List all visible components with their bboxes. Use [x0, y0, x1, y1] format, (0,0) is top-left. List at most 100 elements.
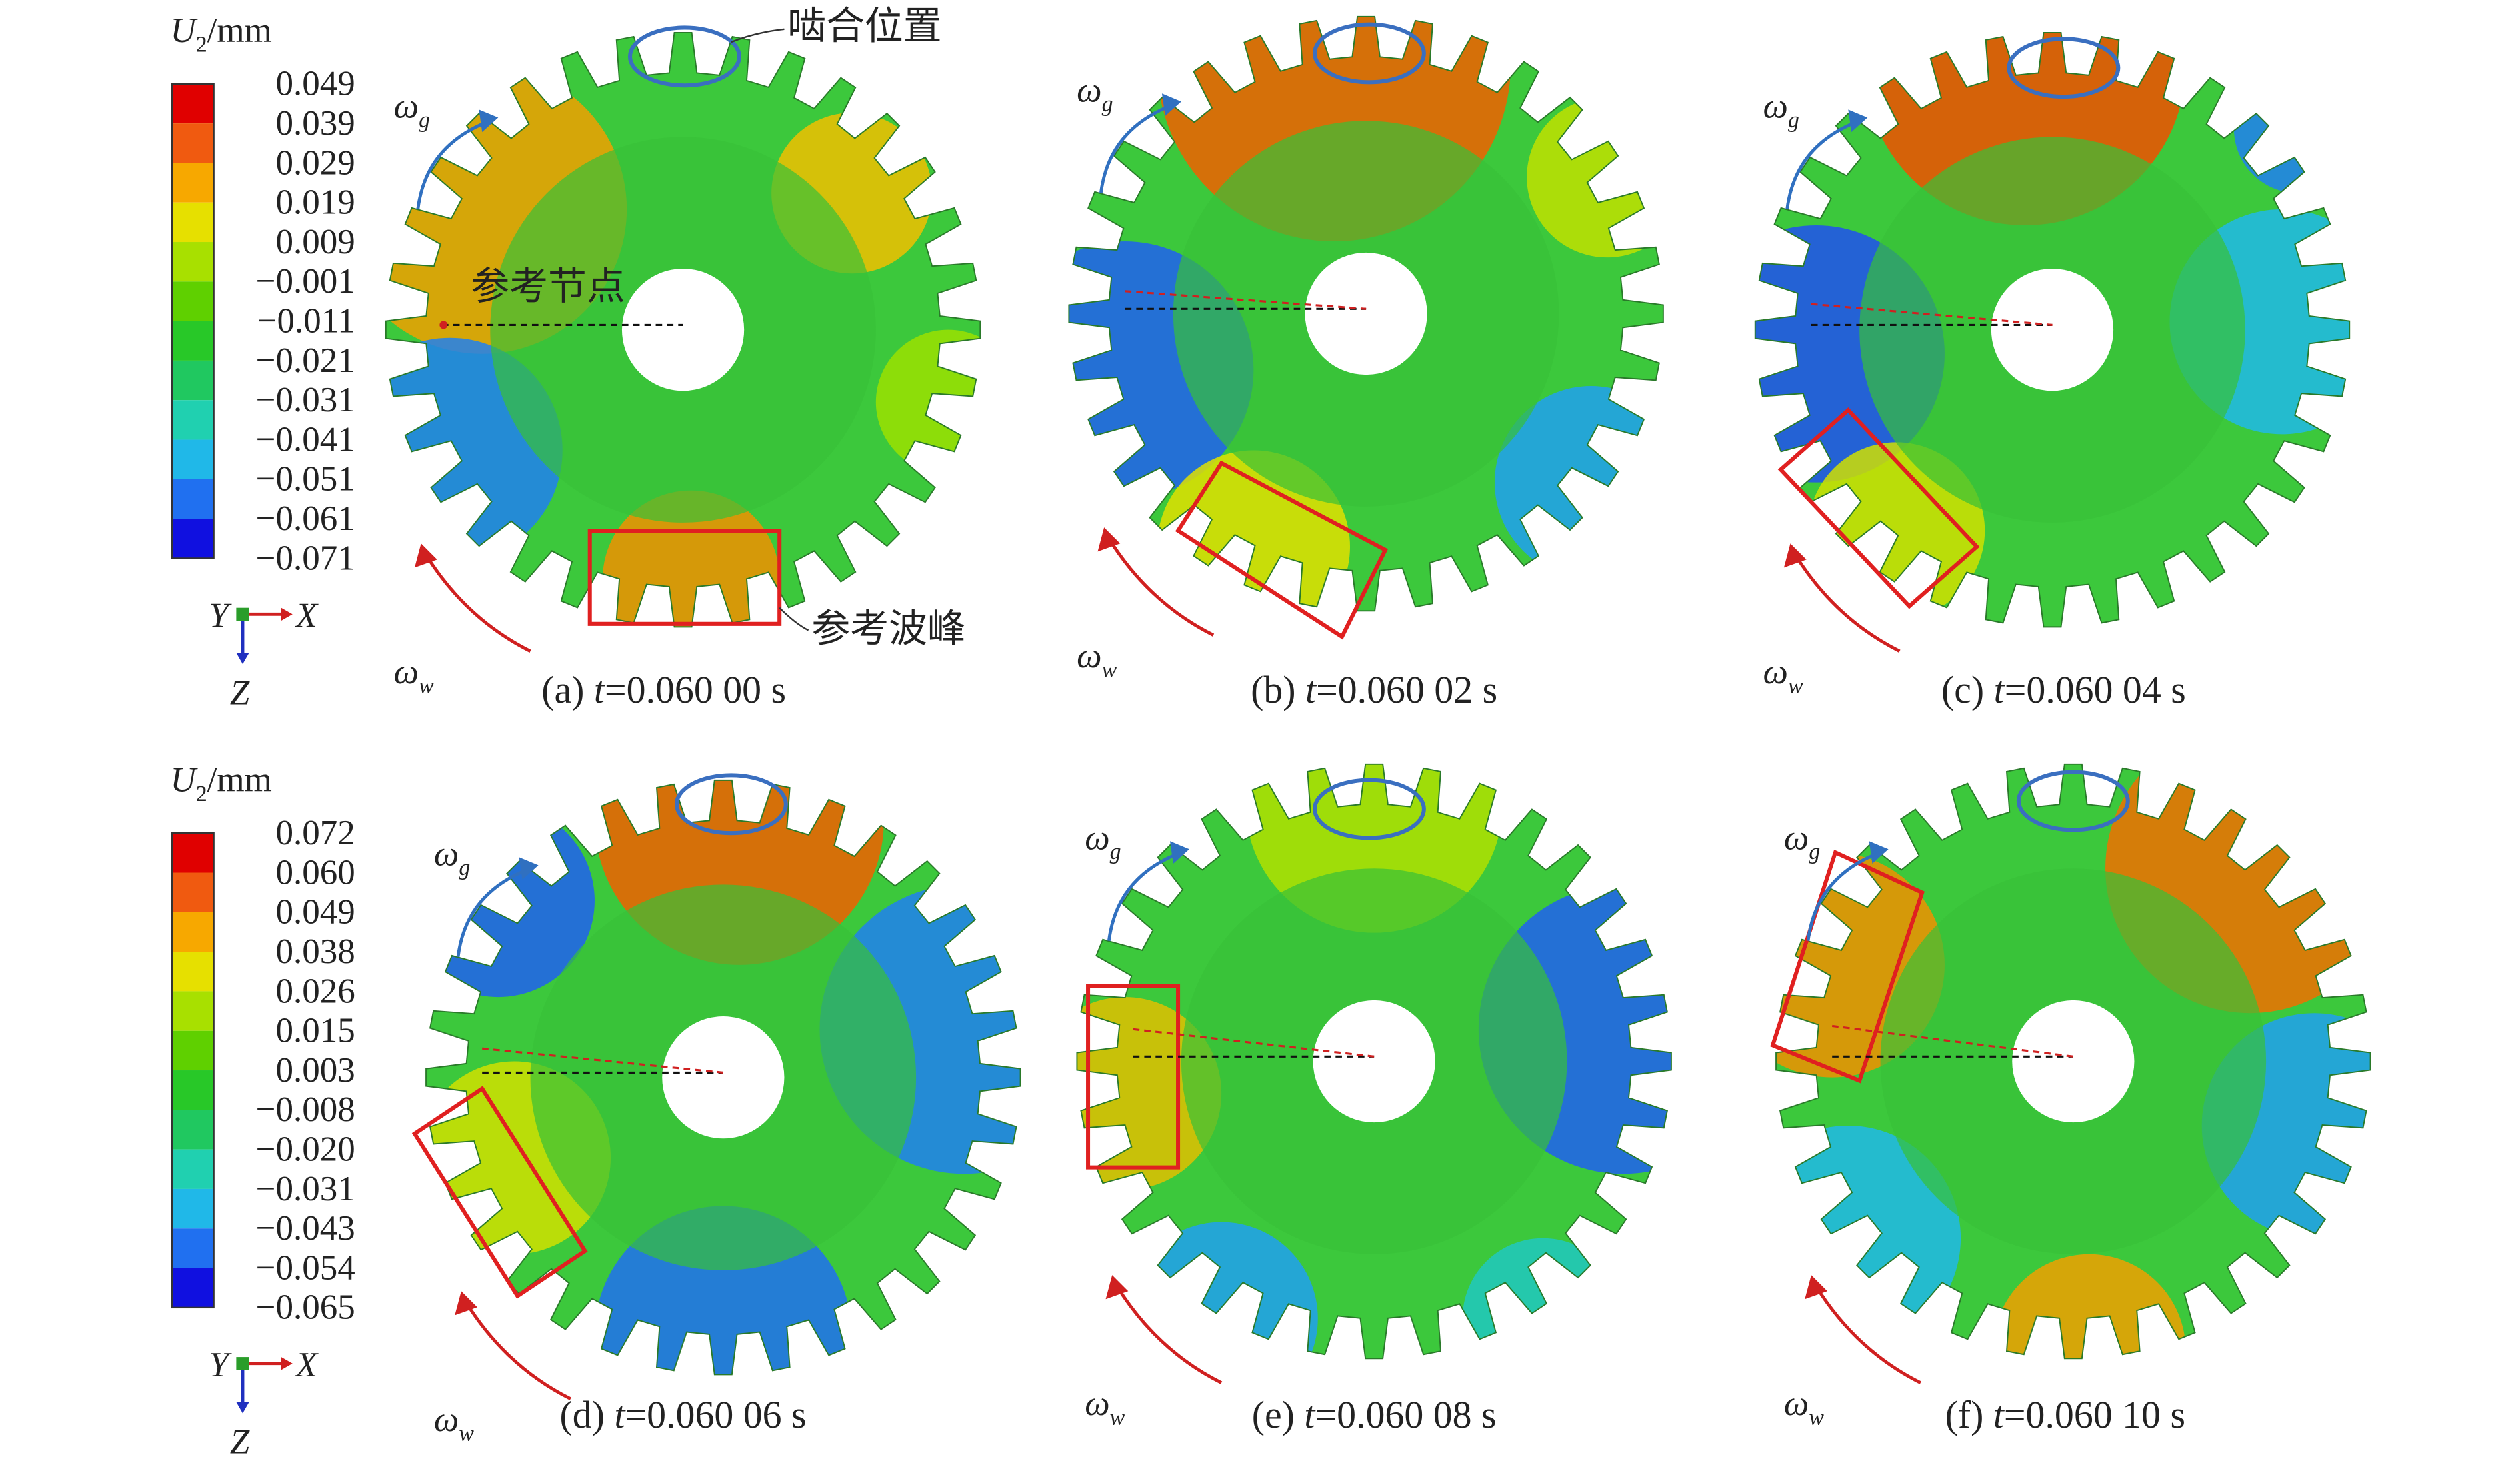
colorbar-label: 0.049: [275, 893, 355, 932]
mesh-marker: [2007, 37, 2121, 99]
legend-subscript: 2: [196, 33, 207, 57]
omega-subscript: w: [459, 1421, 474, 1446]
gear-outline: [1754, 31, 2351, 628]
omega-g-label: ωg: [1763, 87, 1799, 132]
annotation-node: 参考节点: [471, 263, 625, 309]
omega-w-label: ωw: [1085, 1384, 1125, 1430]
colorbar-cell: [171, 519, 214, 559]
colorbar-label: −0.001: [256, 262, 355, 301]
colorbar-label: 0.009: [275, 223, 355, 261]
caption-time: =0.060 10 s: [2004, 1393, 2185, 1436]
gear-outline: [1076, 763, 1672, 1360]
omega-subscript: g: [1809, 840, 1820, 864]
mesh-marker: [1312, 22, 1426, 85]
omega-w-head: [455, 1291, 477, 1316]
omega-g-arrow: [1785, 119, 1861, 210]
mesh-marker: [2016, 770, 2130, 832]
omega-g-head: [1869, 841, 1889, 864]
omega-subscript: w: [1809, 1405, 1824, 1430]
colorbar-cell: [171, 1228, 214, 1268]
caption-time: =0.060 04 s: [2005, 668, 2186, 711]
caption-time: =0.060 00 s: [605, 668, 786, 711]
omega-g-label: ωg: [434, 834, 470, 880]
axis-x-label: X: [295, 597, 319, 635]
omega-g-label: ωg: [394, 87, 430, 132]
gear-contour: [594, 1206, 852, 1375]
colorbar-cell: [171, 1070, 214, 1110]
triad-x-head: [281, 607, 293, 621]
omega-g-arrow: [1107, 850, 1182, 942]
omega-w-label: ωw: [434, 1400, 474, 1446]
gear-hole: [1305, 252, 1427, 375]
omega-symbol: ω: [1763, 653, 1788, 691]
colorbar-label: 0.038: [275, 932, 355, 971]
colorbar-label: −0.041: [256, 420, 355, 459]
omega-g-arrow: [1099, 103, 1174, 194]
colorbar-label: −0.011: [257, 302, 355, 341]
colorbar-cell: [171, 991, 214, 1031]
panel-caption: (c) t=0.060 04 s: [1941, 668, 2186, 711]
colorbar-label: 0.003: [275, 1051, 355, 1090]
triad-origin: [236, 607, 249, 621]
gear-outline: [385, 31, 981, 628]
gear-contour: [1077, 997, 1222, 1190]
omega-g-head: [1161, 93, 1181, 117]
gear-hole: [662, 1016, 785, 1139]
omega-symbol: ω: [1784, 1384, 1809, 1423]
caption-t: t: [614, 1393, 626, 1436]
gear-hole: [621, 269, 745, 391]
colorbar-label: −0.043: [256, 1209, 355, 1248]
colorbar-cell: [171, 281, 214, 321]
omega-w-arrow: [424, 553, 531, 653]
colorbar-label: 0.060: [275, 853, 355, 892]
omega-subscript: w: [1102, 657, 1117, 682]
caption-label: (d): [560, 1393, 615, 1436]
legend-unit: /mm: [207, 11, 272, 50]
omega-subscript: g: [1102, 92, 1113, 117]
colorbar-cell: [171, 1188, 214, 1229]
gear-contour: [1245, 764, 1503, 933]
colorbar-frame: [171, 832, 215, 1309]
colorbar-label: 0.015: [275, 1012, 355, 1050]
caption-t: t: [1305, 668, 1317, 711]
omega-w-head: [414, 543, 437, 568]
gear-contour: [2233, 64, 2350, 193]
peak-box: [411, 1086, 588, 1299]
colorbar-label: −0.054: [256, 1248, 355, 1287]
omega-symbol: ω: [1085, 818, 1109, 857]
colorbar-label: 0.019: [275, 183, 355, 222]
gear-outline: [1068, 15, 1664, 612]
gear-contour: [1527, 97, 1663, 258]
legend-title: U2/mm: [171, 11, 272, 57]
omega-g-head: [1170, 841, 1189, 864]
omega-subscript: g: [419, 108, 430, 133]
omega-subscript: w: [419, 673, 434, 698]
colorbar-cell: [171, 242, 214, 282]
omega-w-head: [1105, 1275, 1129, 1300]
triad-z-head: [236, 1402, 249, 1414]
omega-w-head: [1097, 527, 1121, 552]
gear-hole: [1313, 1000, 1435, 1123]
colorbar-label: −0.021: [256, 341, 355, 380]
colorbar-cell: [171, 1110, 214, 1150]
omega-g-head: [519, 857, 539, 880]
colorbar-cell: [171, 1268, 214, 1308]
legend-symbol: U: [171, 761, 199, 800]
omega-symbol: ω: [1077, 637, 1101, 675]
colorbar-label: 0.026: [275, 972, 355, 1010]
omega-w-head: [1783, 543, 1807, 568]
omega-g-arrow: [1806, 850, 1881, 942]
legend-symbol: U: [171, 11, 199, 50]
omega-symbol: ω: [434, 834, 459, 873]
annotation-peak: 参考波峰: [811, 605, 965, 651]
colorbar-label: 0.072: [275, 814, 355, 852]
omega-w-label: ωw: [1784, 1384, 1824, 1430]
caption-t: t: [1993, 1393, 2005, 1436]
omega-w-arrow: [465, 1301, 571, 1400]
axis-z-label: Z: [230, 1423, 250, 1457]
colorbar-cell: [171, 833, 214, 873]
colorbar-label: −0.065: [256, 1288, 355, 1327]
omega-w-label: ωw: [1077, 637, 1117, 682]
